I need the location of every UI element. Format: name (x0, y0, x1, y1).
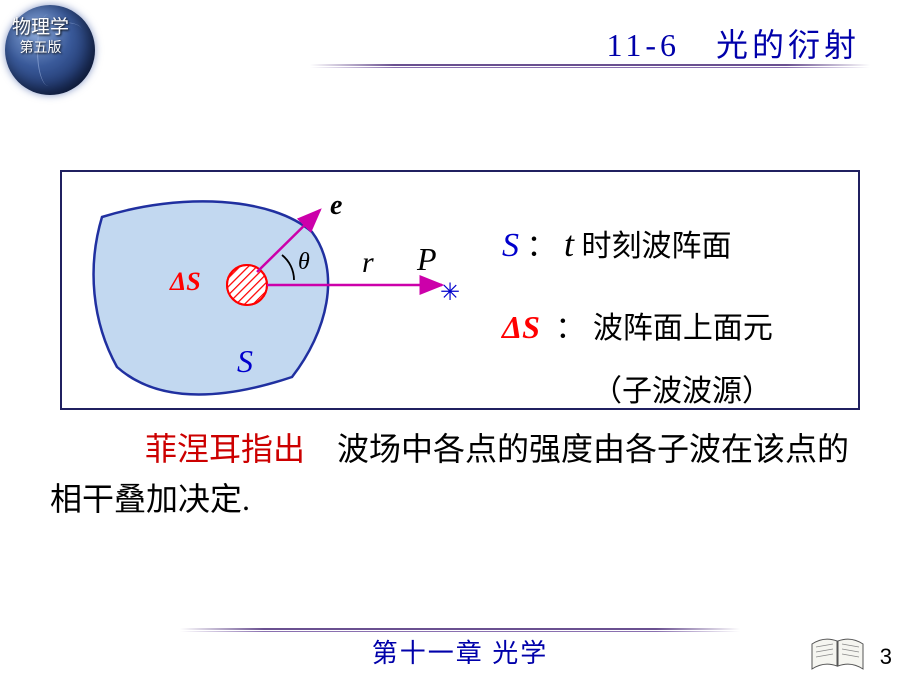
delta-s-label: ΔS (169, 267, 201, 296)
legend-line-1: S ： t 时刻波阵面 (502, 210, 852, 279)
p-star: ✳ (440, 280, 460, 306)
wavefront-diagram: e r θ P ✳ S ΔS (62, 172, 462, 408)
legend-symbol-ds: ΔS (502, 309, 540, 345)
delta-s-element (227, 265, 267, 305)
header-underline (310, 64, 870, 68)
footer-underline (180, 628, 740, 632)
badge-title: 物理学 (12, 17, 69, 38)
diagram-box: e r θ P ✳ S ΔS S ： t 时刻波阵面 ΔS ： 波阵面上面元 (60, 170, 860, 410)
legend-symbol-t: t (564, 224, 574, 264)
legend-text-2: 波阵面上面元 (593, 312, 773, 345)
s-label: S (237, 343, 253, 379)
legend-symbol-s: S (502, 227, 519, 264)
e-label: e (330, 190, 342, 221)
diagram-legend: S ： t 时刻波阵面 ΔS ： 波阵面上面元 （子波波源） (502, 210, 852, 420)
theta-label: θ (298, 249, 310, 275)
header-badge: 物理学 第五版 (0, 0, 120, 105)
legend-colon-2: ： (555, 312, 585, 345)
badge-subtitle: 第五版 (12, 41, 69, 56)
page-number: 3 (880, 644, 892, 670)
wavefront-surface (94, 201, 329, 394)
body-paragraph: 菲涅耳指出 波场中各点的强度由各子波在该点的相干叠加决定. (50, 425, 870, 524)
badge-title-block: 物理学 第五版 (12, 18, 69, 56)
legend-colon-1: ： (527, 230, 557, 263)
r-label: r (362, 246, 374, 279)
p-label: P (416, 241, 437, 277)
book-icon (810, 633, 865, 675)
legend-text-1: 时刻波阵面 (582, 230, 732, 263)
legend-line-2: ΔS ： 波阵面上面元 (502, 297, 852, 358)
body-highlight: 菲涅耳指出 (145, 431, 305, 467)
section-title: 11-6 光的衍射 (607, 20, 860, 66)
footer-chapter: 第十一章 光学 (0, 633, 920, 670)
legend-line-3: （子波波源） (502, 363, 852, 420)
